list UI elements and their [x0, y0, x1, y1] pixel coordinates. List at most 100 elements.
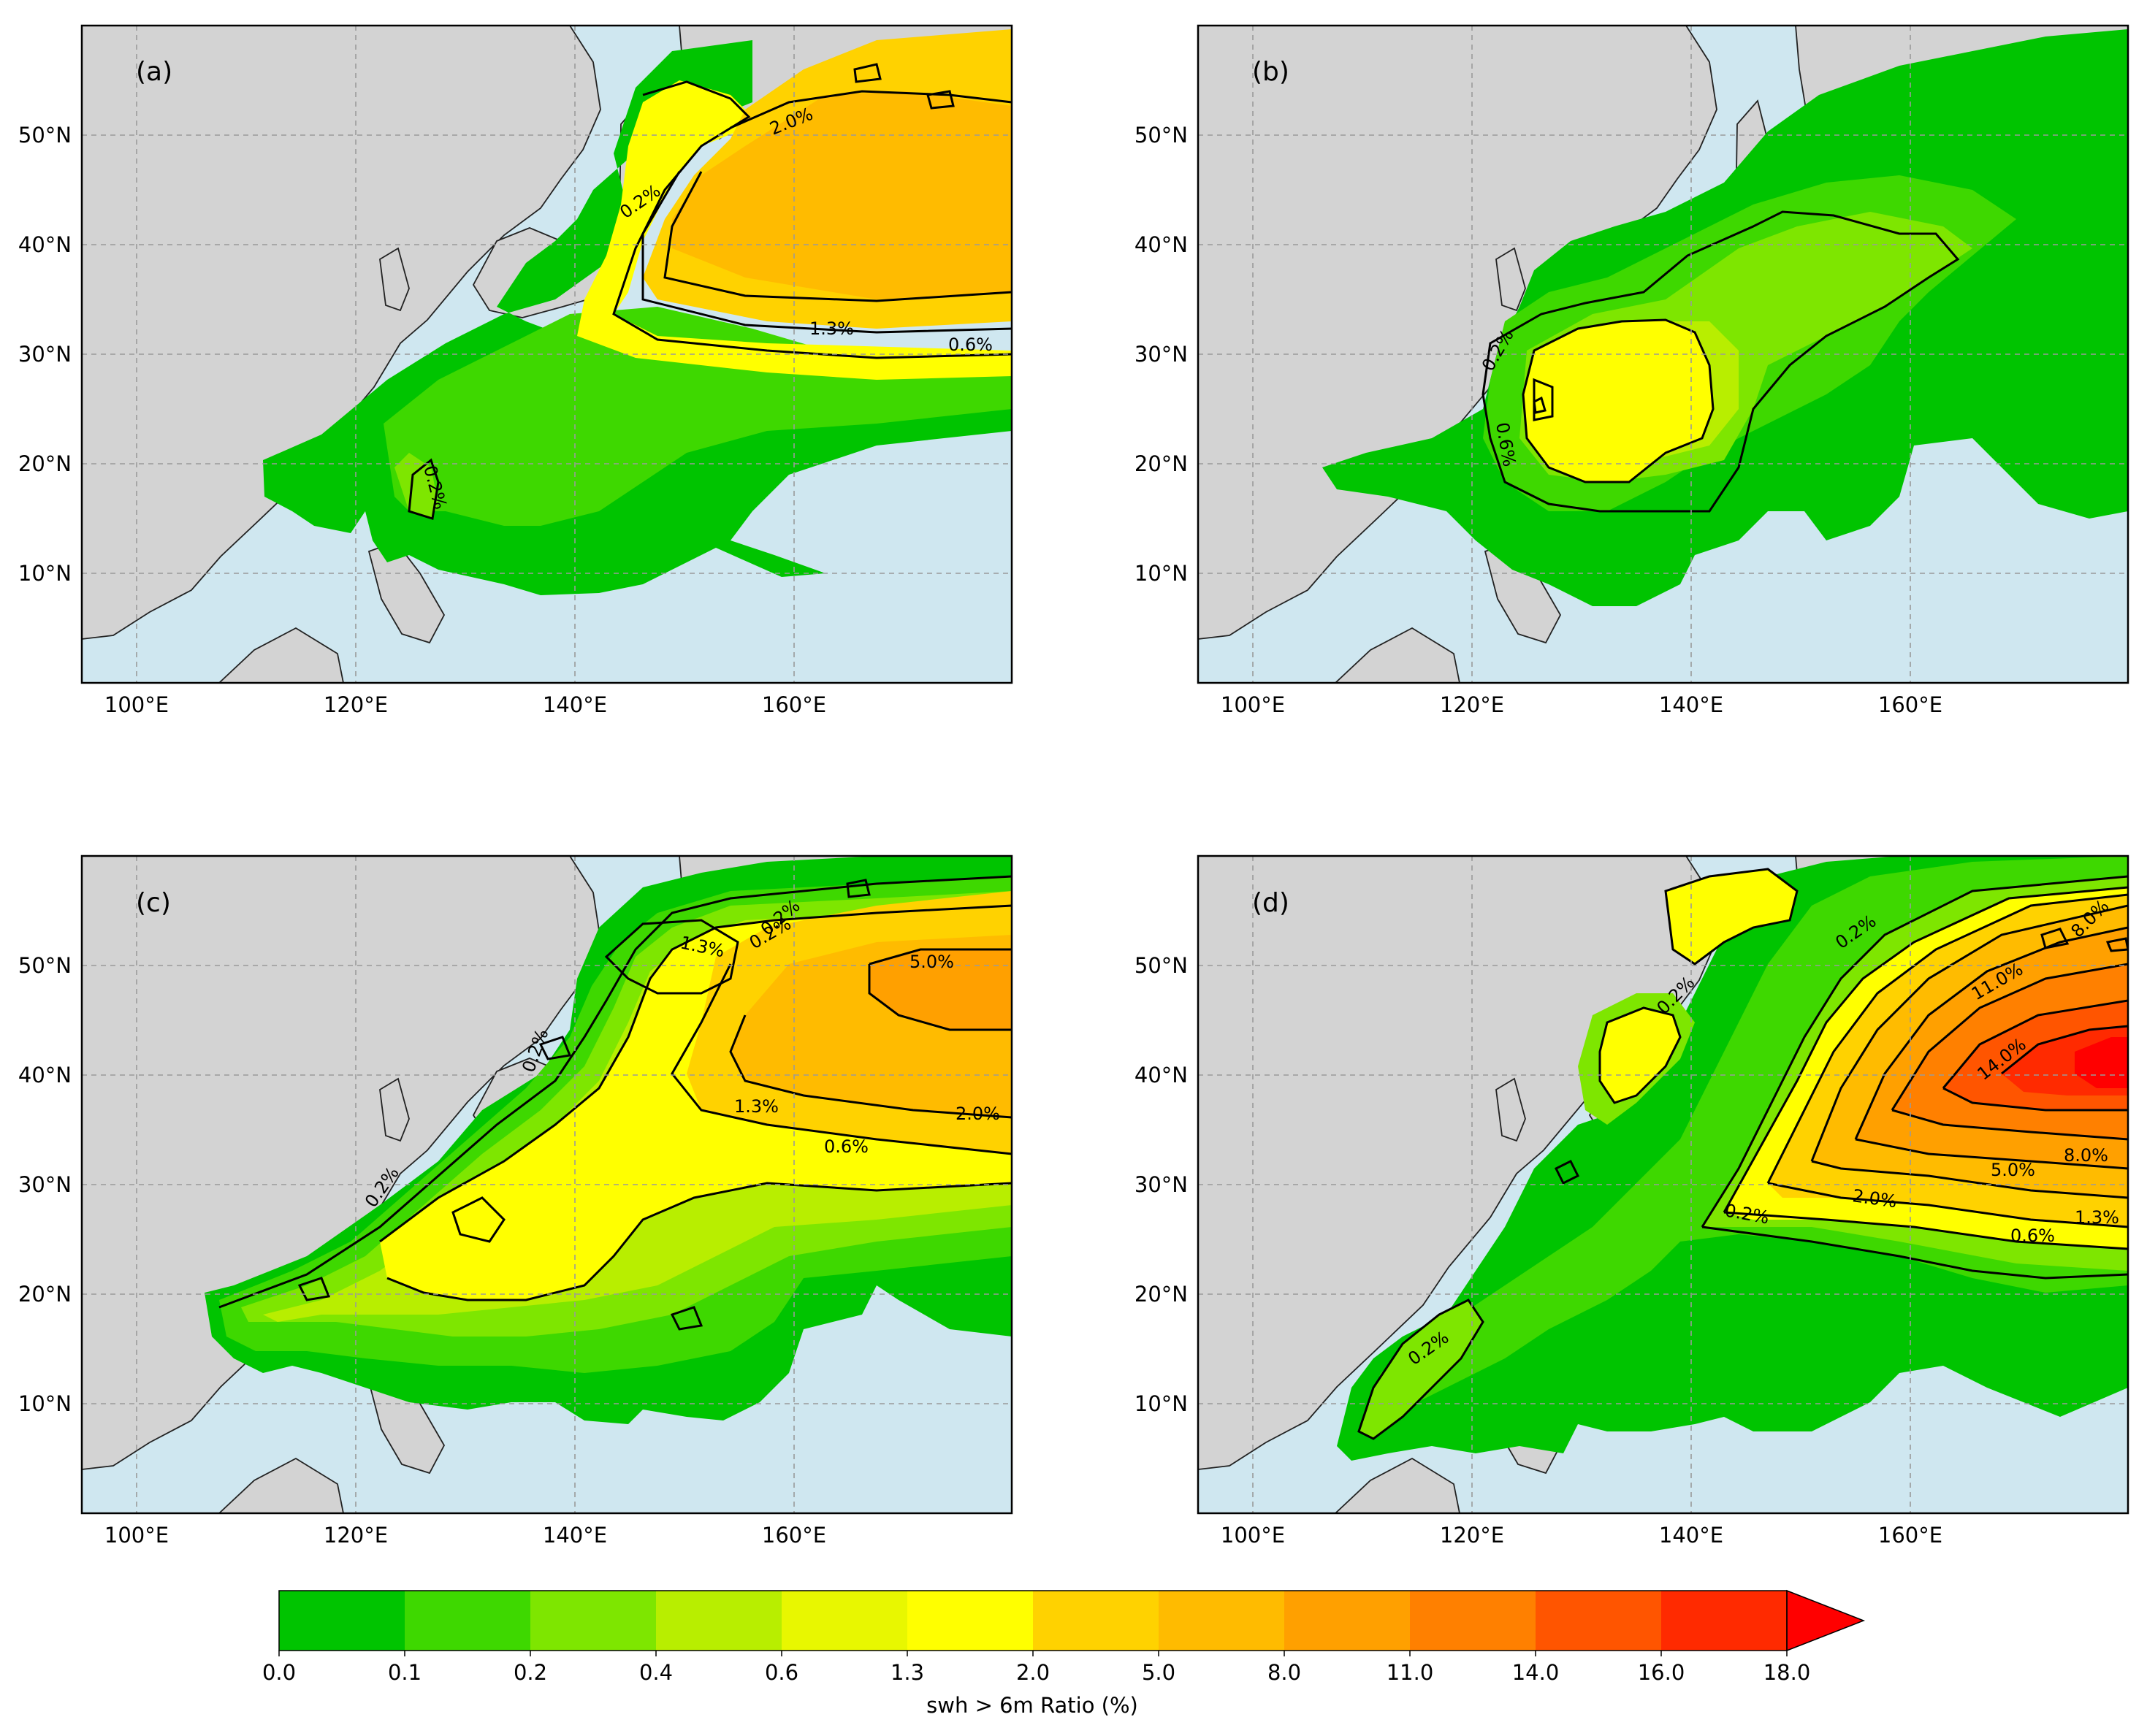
x-tick-label: 160°E — [1878, 1523, 1942, 1548]
panel-label: (c) — [136, 888, 171, 918]
colorbar-swatch — [907, 1591, 1034, 1651]
y-tick-label: 50°N — [1134, 123, 1188, 148]
y-tick-label: 50°N — [18, 953, 72, 978]
x-tick-label: 140°E — [1659, 1523, 1723, 1548]
colorbar-tick-label: 14.0 — [1512, 1660, 1560, 1685]
y-axis-ticks: 10°N 20°N 30°N 40°N 50°N — [1134, 953, 1188, 1416]
x-tick-label: 140°E — [543, 1523, 607, 1548]
y-tick-label: 10°N — [18, 561, 72, 586]
contour-lines — [408, 63, 1012, 520]
panel-b-map: 0.2% 0.6% — [1198, 26, 2128, 683]
colorbar-swatch — [405, 1591, 531, 1651]
y-tick-label: 40°N — [18, 1063, 72, 1087]
gridlines — [1198, 856, 2128, 1513]
colorbar-swatch — [656, 1591, 782, 1651]
panel-c: 1.3% 0.2% 5.0% 1.3% 2.0% 0.6% 0.2% 0.2% … — [18, 854, 1013, 1548]
contour-label: 1.3% — [809, 318, 854, 339]
y-tick-label: 20°N — [18, 451, 72, 476]
y-tick-label: 20°N — [1134, 1282, 1188, 1307]
colorbar-swatch — [1284, 1591, 1411, 1651]
colorbar-swatch — [1410, 1591, 1536, 1651]
colorbar-swatches — [279, 1591, 1788, 1651]
y-tick-label: 40°N — [1134, 232, 1188, 257]
colorbar-swatch — [279, 1591, 405, 1651]
x-tick-label: 100°E — [104, 1523, 169, 1548]
panel-b: 0.2% 0.6% (b) 10°N 20°N 30°N 40°N 50°N 1… — [1134, 24, 2129, 717]
contour-label: 5.0% — [909, 952, 954, 972]
y-axis-ticks: 10°N 20°N 30°N 40°N 50°N — [18, 123, 72, 586]
y-tick-label: 40°N — [18, 232, 72, 257]
gridlines — [82, 856, 1012, 1513]
colorbar-label: swh > 6m Ratio (%) — [926, 1693, 1138, 1718]
colorbar-tick-label: 1.3 — [891, 1660, 924, 1685]
colorbar-tick-label: 0.0 — [262, 1660, 296, 1685]
gridlines — [1198, 26, 2128, 683]
panel-frame — [1197, 24, 2129, 684]
x-tick-label: 120°E — [324, 1523, 388, 1548]
filled-contours — [1337, 856, 2128, 1461]
panel-frame — [80, 24, 1013, 684]
x-tick-label: 120°E — [1440, 692, 1504, 717]
y-tick-label: 40°N — [1134, 1063, 1188, 1087]
colorbar-extend-triangle — [1786, 1589, 1866, 1652]
band-5.0 — [672, 91, 1012, 299]
panel-c-map: 1.3% 0.2% 5.0% 1.3% 2.0% 0.6% 0.2% 0.2% … — [82, 856, 1012, 1513]
colorbar-swatch — [782, 1591, 908, 1651]
x-axis-ticks: 100°E 120°E 140°E 160°E — [104, 692, 826, 717]
contour-label: 5.0% — [1991, 1160, 2035, 1180]
filled-contours — [263, 29, 1012, 595]
filled-contours — [1322, 29, 2128, 606]
colorbar-tick-label: 16.0 — [1638, 1660, 1685, 1685]
y-tick-label: 30°N — [1134, 342, 1188, 367]
x-axis-ticks: 100°E 120°E 140°E 160°E — [104, 1523, 826, 1548]
y-tick-label: 30°N — [1134, 1172, 1188, 1197]
colorbar-swatch — [1536, 1591, 1662, 1651]
band-0.2 — [394, 453, 438, 519]
contour-lines — [1357, 868, 2128, 1440]
colorbar-swatch — [530, 1591, 657, 1651]
x-tick-label: 140°E — [1659, 692, 1723, 717]
x-tick-label: 140°E — [543, 692, 607, 717]
colorbar-tick-label: 11.0 — [1387, 1660, 1434, 1685]
y-tick-label: 20°N — [1134, 451, 1188, 476]
contour-label: 0.6% — [948, 334, 993, 355]
contour-label: 8.0% — [2064, 1145, 2108, 1166]
x-tick-label: 160°E — [762, 1523, 826, 1548]
x-axis-ticks: 100°E 120°E 140°E 160°E — [1221, 1523, 1942, 1548]
x-tick-label: 100°E — [1221, 692, 1285, 717]
y-tick-label: 10°N — [18, 1391, 72, 1416]
colorbar-swatch — [1033, 1591, 1159, 1651]
panel-label: (b) — [1252, 57, 1289, 87]
panel-frame — [1197, 854, 2129, 1515]
y-axis-ticks: 10°N 20°N 30°N 40°N 50°N — [1134, 123, 1188, 586]
y-tick-label: 50°N — [18, 123, 72, 148]
y-tick-label: 30°N — [18, 342, 72, 367]
contour-lines — [218, 875, 1012, 1331]
band-0.6-west — [1600, 1008, 1680, 1103]
y-axis-ticks: 10°N 20°N 30°N 40°N 50°N — [18, 953, 72, 1416]
panel-label: (a) — [136, 57, 172, 87]
contour-label: 1.3% — [2075, 1207, 2119, 1228]
contour-lines — [1481, 210, 1960, 513]
gridlines — [82, 26, 1012, 683]
panel-d: 0.2% 8.0% 11.0% 14.0% 0.2% 8.0% 5.0% 2.0… — [1134, 854, 2129, 1548]
contour-label: 0.6% — [2010, 1225, 2055, 1246]
colorbar-tick-label: 5.0 — [1142, 1660, 1175, 1685]
colorbar-tick-label: 0.6 — [765, 1660, 798, 1685]
colorbar-tick-label: 0.1 — [388, 1660, 422, 1685]
colorbar-tick-label: 2.0 — [1016, 1660, 1050, 1685]
y-tick-label: 30°N — [18, 1172, 72, 1197]
x-tick-label: 100°E — [104, 692, 169, 717]
colorbar-tick-label: 18.0 — [1763, 1660, 1811, 1685]
y-tick-label: 20°N — [18, 1282, 72, 1307]
x-tick-label: 100°E — [1221, 1523, 1285, 1548]
colorbar-swatch — [1661, 1591, 1788, 1651]
colorbar-tick-label: 8.0 — [1267, 1660, 1301, 1685]
panel-a-map: 2.0% 0.2% 1.3% 0.6% 0.2% — [82, 26, 1012, 683]
colorbar-swatch — [1159, 1591, 1285, 1651]
x-axis-ticks: 100°E 120°E 140°E 160°E — [1221, 692, 1942, 717]
x-tick-label: 120°E — [1440, 1523, 1504, 1548]
y-tick-label: 50°N — [1134, 953, 1188, 978]
band-0.6 — [577, 80, 1012, 380]
